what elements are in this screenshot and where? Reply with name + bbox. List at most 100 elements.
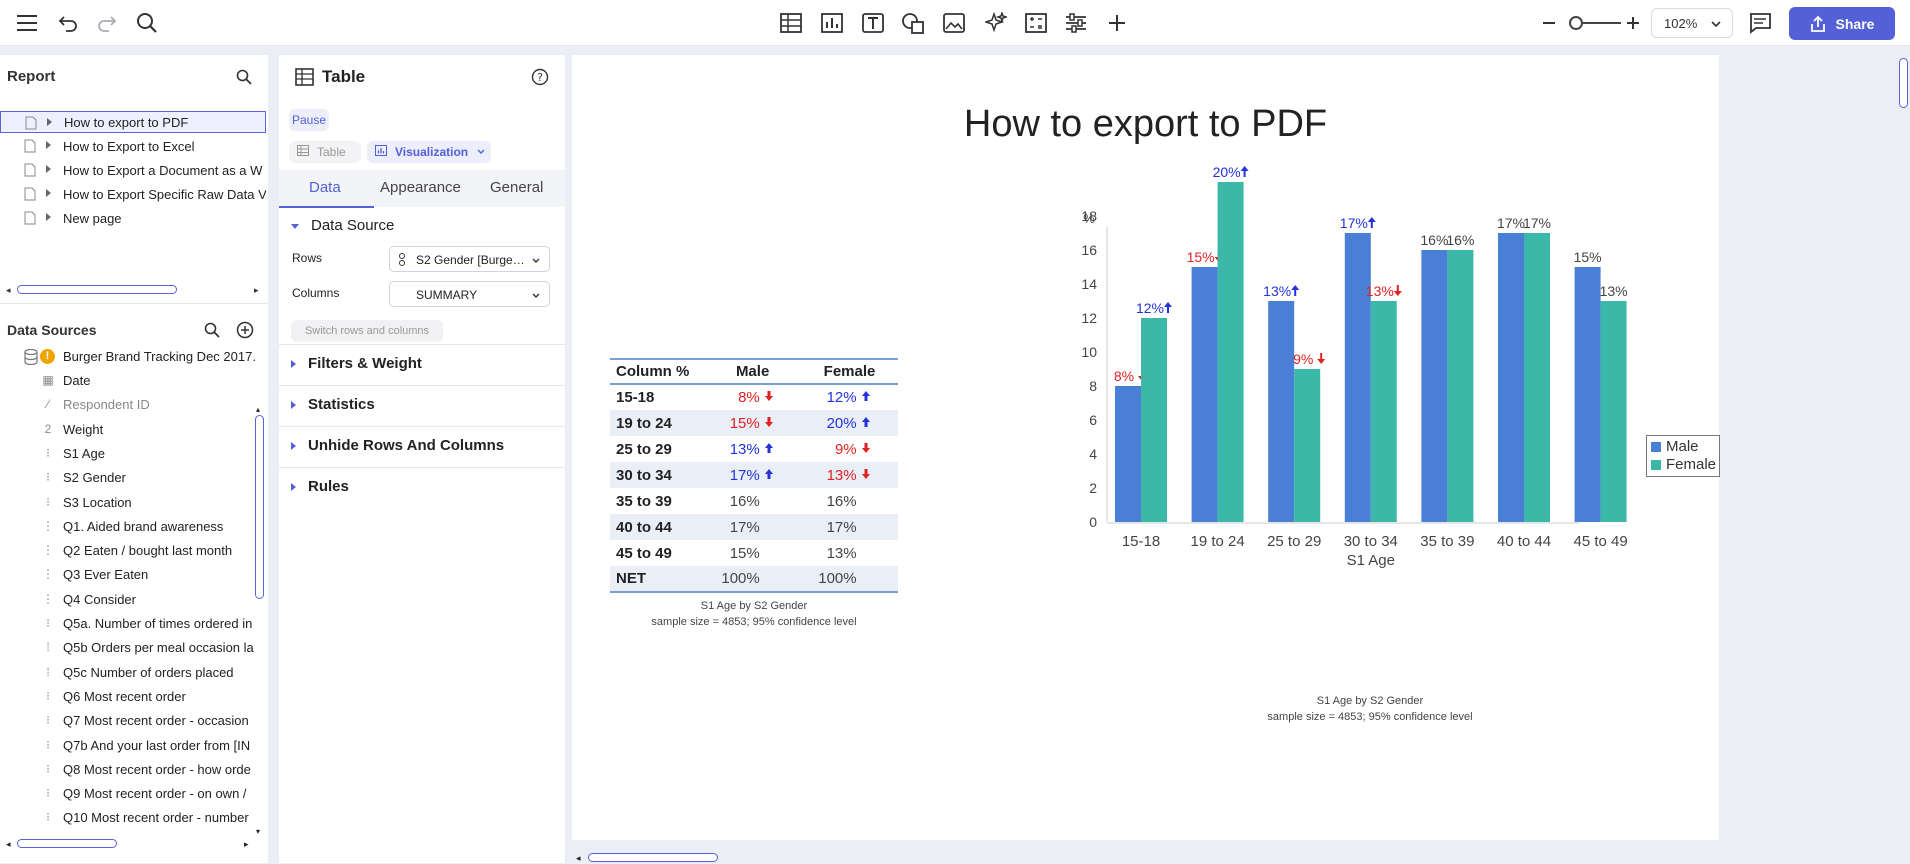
report-page-item[interactable]: How to Export to Excel	[0, 135, 266, 157]
add-data-icon[interactable]	[236, 321, 254, 344]
report-page-canvas[interactable]: How to export to PDF Column % Male Femal…	[572, 55, 1720, 840]
expand-icon[interactable]	[46, 189, 51, 197]
shapes-icon[interactable]	[900, 10, 926, 36]
report-page-item[interactable]: How to Export Specific Raw Data V	[0, 183, 266, 205]
text-icon[interactable]	[860, 10, 886, 36]
variable-item[interactable]: ⁝ S2 Gender	[0, 467, 258, 489]
switch-rows-columns-button[interactable]: Switch rows and columns	[291, 320, 443, 342]
scroll-left-arrow-icon[interactable]: ◂	[6, 839, 11, 849]
controls-icon[interactable]	[1063, 10, 1089, 36]
type-table-button[interactable]: Table	[289, 141, 361, 163]
page-list-scrollbar[interactable]	[17, 285, 177, 294]
pause-button[interactable]: Pause	[289, 109, 329, 131]
table-icon[interactable]	[778, 10, 804, 36]
report-page-item[interactable]: How to export to PDF	[0, 111, 266, 133]
bar-female[interactable]	[1600, 301, 1627, 522]
scroll-right-arrow-icon[interactable]: ▸	[254, 285, 259, 295]
search-icon[interactable]	[134, 10, 160, 36]
variable-list-scrollbar[interactable]	[255, 415, 264, 599]
chart-legend[interactable]: Male Female	[1646, 435, 1720, 477]
zoom-slider-track[interactable]	[1571, 22, 1621, 24]
zoom-in-icon[interactable]	[1620, 10, 1646, 36]
variable-item[interactable]: 2 Weight	[0, 419, 258, 441]
page-heading[interactable]: How to export to PDF	[963, 103, 1328, 145]
expand-icon[interactable]	[46, 165, 51, 173]
variable-item[interactable]: ⋮ Q2 Eaten / bought last month	[0, 540, 258, 562]
canvas-vertical-scrollbar[interactable]	[1899, 58, 1908, 108]
share-button[interactable]: Share	[1789, 7, 1895, 40]
variable-item[interactable]: ⋮ Q1. Aided brand awareness	[0, 516, 258, 538]
bar-female[interactable]	[1447, 250, 1474, 522]
section-unhide-rows-and-columns[interactable]: Unhide Rows And Columns	[291, 437, 504, 454]
variable-item[interactable]: ⁝ Q7 Most recent order - occasion	[0, 710, 258, 732]
bar-male[interactable]	[1344, 233, 1371, 522]
bar-female[interactable]	[1524, 233, 1550, 522]
expand-icon[interactable]	[46, 141, 51, 149]
variable-item[interactable]: ⁝ Q6 Most recent order	[0, 686, 258, 708]
bar-female[interactable]	[1141, 318, 1167, 522]
section-rules[interactable]: Rules	[291, 478, 349, 495]
bar-female[interactable]	[1370, 301, 1397, 522]
scroll-left-arrow-icon[interactable]: ◂	[6, 285, 11, 295]
expand-icon[interactable]	[47, 118, 52, 126]
variable-item[interactable]: ⁞ Q5c Number of orders placed	[0, 662, 258, 684]
canvas-horizontal-scrollbar[interactable]	[588, 853, 718, 862]
data-source-section[interactable]: Data Source	[291, 217, 394, 234]
bar-male[interactable]	[1421, 250, 1448, 522]
zoom-out-icon[interactable]	[1536, 10, 1562, 36]
variable-item[interactable]: ⋮ Q4 Consider	[0, 589, 258, 611]
variable-list-hscrollbar[interactable]	[17, 839, 117, 848]
bar-male[interactable]	[1115, 386, 1141, 522]
tab-general[interactable]: General	[490, 179, 544, 196]
visualization-dropdown[interactable]: Visualization	[367, 141, 491, 163]
variable-item[interactable]: ⁞ Q5b Orders per meal occasion la	[0, 637, 258, 659]
calculation-icon[interactable]	[1023, 10, 1049, 36]
section-filters-weight[interactable]: Filters & Weight	[291, 355, 422, 372]
scroll-left-arrow-icon[interactable]: ◂	[576, 853, 581, 863]
report-page-item[interactable]: How to Export a Document as a W	[0, 159, 266, 181]
bar-female[interactable]	[1294, 369, 1321, 522]
bar-male[interactable]	[1191, 267, 1218, 522]
zoom-value: 102%	[1664, 16, 1698, 31]
tab-data[interactable]: Data	[309, 179, 341, 196]
variable-item[interactable]: ⁝ Q9 Most recent order - on own /	[0, 783, 258, 805]
variable-item[interactable]: ⁝ Q7b And your last order from [IN	[0, 735, 258, 757]
rows-select[interactable]: S2 Gender [Burge…	[389, 246, 550, 272]
undo-icon[interactable]	[55, 10, 81, 36]
tab-appearance[interactable]: Appearance	[380, 179, 461, 196]
dataset-item[interactable]: ! Burger Brand Tracking Dec 2017.	[0, 346, 258, 368]
variable-item[interactable]: ⁝ S3 Location	[0, 492, 258, 514]
menu-icon[interactable]	[14, 10, 40, 36]
crosstab-table[interactable]: Column % Male Female 15-18 8% 12% 19 to 24 1…	[610, 358, 898, 593]
search-pages-icon[interactable]	[236, 69, 252, 90]
variable-item[interactable]: ▦ Date	[0, 370, 258, 392]
help-icon[interactable]: ?	[531, 68, 549, 91]
chart-icon[interactable]	[819, 10, 845, 36]
variable-item[interactable]: ⁝ S1 Age	[0, 443, 258, 465]
ai-sparkle-icon[interactable]	[983, 10, 1009, 36]
zoom-select[interactable]: 102%	[1651, 8, 1733, 38]
bar-male[interactable]	[1574, 267, 1601, 522]
variable-item[interactable]: ⁝ Q5a. Number of times ordered in	[0, 613, 258, 635]
expand-icon[interactable]	[46, 213, 51, 221]
bar-male[interactable]	[1268, 301, 1295, 522]
variable-item[interactable]: ⁄ Respondent ID	[0, 394, 258, 416]
image-icon[interactable]	[941, 10, 967, 36]
bar-male[interactable]	[1498, 233, 1524, 522]
comments-icon[interactable]	[1747, 10, 1773, 36]
variable-item[interactable]: ⋮ Q3 Ever Eaten	[0, 564, 258, 586]
add-icon[interactable]	[1104, 10, 1130, 36]
search-data-icon[interactable]	[204, 322, 220, 343]
scroll-down-arrow-icon[interactable]: ▾	[256, 827, 261, 836]
scroll-right-arrow-icon[interactable]: ▸	[244, 839, 249, 849]
variable-item[interactable]: ⁝ Q8 Most recent order - how orde	[0, 759, 258, 781]
columns-select[interactable]: SUMMARY	[389, 281, 550, 307]
scroll-up-arrow-icon[interactable]: ▴	[256, 405, 261, 414]
bar-female[interactable]	[1217, 182, 1244, 522]
report-page-item[interactable]: New page	[0, 207, 266, 229]
zoom-slider-handle[interactable]	[1569, 16, 1583, 30]
redo-icon[interactable]	[94, 10, 120, 36]
variable-item[interactable]: ⁝ Q10 Most recent order - number	[0, 807, 258, 829]
section-statistics[interactable]: Statistics	[291, 396, 375, 413]
